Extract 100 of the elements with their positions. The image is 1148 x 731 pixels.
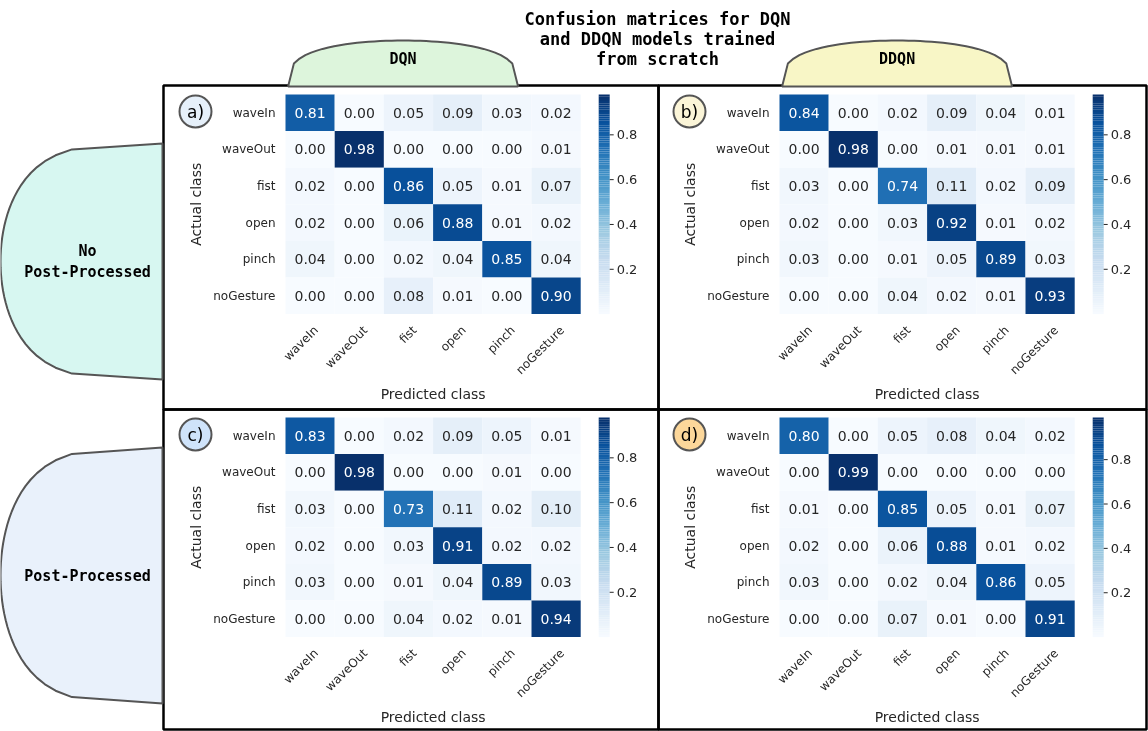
data-label: 0.00 (788, 464, 820, 481)
data-label: 0.02 (886, 104, 919, 121)
data-label: 0.07 (1034, 501, 1066, 517)
data-label: 0.00 (886, 464, 919, 481)
color-bar-label: 0.4 (616, 539, 638, 555)
data-label: 0.83 (294, 427, 326, 444)
data-label: 0.03 (788, 178, 820, 194)
y-tick-label: waveIn (726, 105, 770, 120)
y-tick-label: open (739, 538, 770, 553)
data-label: 0.04 (540, 251, 572, 268)
y-tick-label: waveIn (232, 428, 276, 443)
y-tick-label: waveOut (716, 465, 770, 480)
data-label: 0.06 (886, 537, 919, 554)
data-label: 0.02 (540, 537, 572, 554)
data-label: 0.00 (343, 427, 375, 444)
y-tick-label: waveOut (716, 142, 770, 157)
data-label: 0.02 (788, 214, 820, 231)
data-label: 0.00 (442, 464, 474, 481)
data-label: 0.07 (540, 178, 572, 194)
color-bar-label: 0.8 (616, 127, 638, 143)
text: a) (186, 101, 205, 122)
y-tick-label: fist (750, 179, 770, 193)
data-label: 0.01 (788, 501, 820, 517)
data-label: 0.00 (442, 141, 474, 158)
data-label: 0.09 (1034, 178, 1066, 194)
data-label: 0.93 (1034, 287, 1066, 304)
data-label: 0.03 (294, 574, 326, 591)
data-label: 0.04 (936, 574, 968, 591)
data-label: 0.05 (442, 178, 474, 194)
x-axis-title: Predicted class (874, 709, 980, 726)
data-label: 0.00 (985, 464, 1017, 481)
data-label: 0.02 (540, 214, 572, 231)
data-label: 0.00 (837, 214, 869, 231)
text: Post-Processed (24, 566, 151, 585)
data-label: 0.02 (442, 610, 474, 627)
text: d) (680, 424, 699, 445)
data-label: 0.86 (392, 178, 425, 194)
data-label: 0.02 (294, 214, 326, 231)
y-axis-title: Actual class (187, 162, 204, 246)
data-label: 0.05 (936, 501, 968, 517)
y-tick-label: pinch (242, 252, 276, 267)
data-label: 0.01 (985, 214, 1017, 231)
y-tick-label: pinch (242, 575, 276, 590)
color-bar-label: 0.8 (1110, 127, 1132, 143)
data-label: 0.92 (936, 214, 968, 231)
y-tick-label: pinch (736, 575, 770, 590)
data-label: 0.10 (540, 501, 572, 517)
data-label: 0.02 (788, 537, 820, 554)
x-tick-label: fist (396, 322, 420, 347)
data-label: 0.01 (540, 141, 572, 158)
data-label: 0.00 (1034, 464, 1066, 481)
data-label: 0.94 (540, 610, 572, 627)
data-label: 0.02 (294, 178, 326, 194)
data-label: 0.98 (343, 141, 375, 158)
data-label: 0.00 (540, 464, 572, 481)
color-bar-label: 0.2 (616, 584, 638, 600)
data-label: 0.02 (491, 537, 523, 554)
data-label: 0.00 (837, 574, 869, 591)
data-label: 0.00 (294, 610, 326, 627)
x-axis-title: Predicted class (874, 386, 980, 403)
data-label: 0.81 (294, 104, 326, 121)
data-label: 0.00 (837, 610, 869, 627)
x-axis-title: Predicted class (380, 386, 486, 403)
color-bar-label: 0.4 (616, 216, 638, 232)
data-label: 0.99 (837, 464, 869, 481)
color-bar-label: 0.6 (616, 495, 638, 511)
data-label: 0.00 (392, 141, 425, 158)
data-label: 0.98 (837, 141, 869, 158)
color-bar-label: 0.6 (616, 172, 638, 188)
data-label: 0.00 (837, 501, 869, 517)
data-label: 0.00 (343, 537, 375, 554)
data-label: 0.00 (837, 178, 869, 194)
data-label: 0.04 (985, 427, 1017, 444)
y-tick-label: open (245, 215, 276, 230)
data-label: 0.02 (491, 501, 523, 517)
data-label: 0.09 (936, 104, 968, 121)
data-label: 0.06 (392, 214, 425, 231)
data-label: 0.98 (343, 464, 375, 481)
data-label: 0.00 (343, 287, 375, 304)
text: No Post-Processed (24, 241, 151, 282)
data-label: 0.03 (491, 104, 523, 121)
text: Confusion matrices for DQN and DDQN models trained from scratch (524, 8, 791, 69)
data-label: 0.01 (1034, 104, 1066, 121)
data-label: 0.01 (491, 178, 523, 194)
data-label: 0.04 (392, 610, 425, 627)
y-tick-label: noGesture (213, 611, 276, 626)
x-tick-label: fist (890, 322, 914, 347)
data-label: 0.00 (886, 141, 919, 158)
data-label: 0.03 (788, 251, 820, 268)
data-label: 0.05 (392, 104, 425, 121)
data-label: 0.01 (985, 141, 1017, 158)
y-tick-label: waveOut (222, 142, 276, 157)
data-label: 0.03 (1034, 251, 1066, 268)
color-bar-label: 0.4 (1110, 540, 1132, 556)
data-label: 0.00 (936, 464, 968, 481)
data-label: 0.03 (392, 537, 425, 554)
data-label: 0.02 (294, 537, 326, 554)
data-label: 0.00 (985, 610, 1017, 627)
y-tick-label: noGesture (213, 288, 276, 303)
y-tick-label: noGesture (707, 611, 770, 626)
